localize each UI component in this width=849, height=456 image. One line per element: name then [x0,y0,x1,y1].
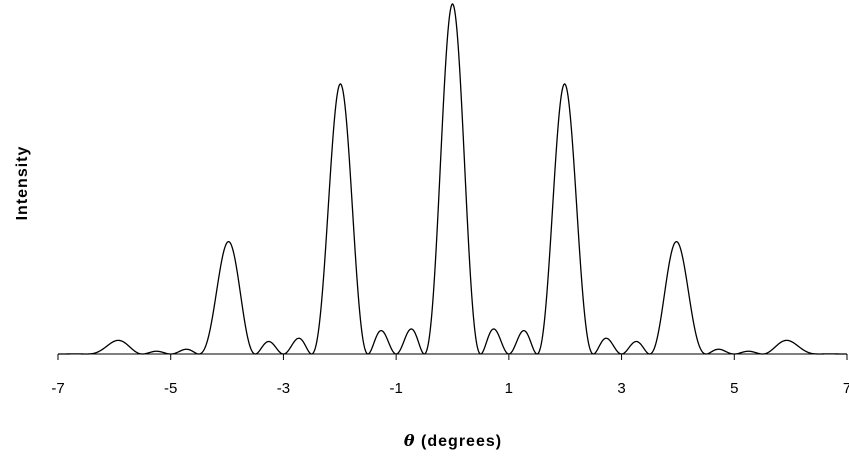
x-tick-label: 5 [730,380,738,397]
x-axis-title-text: (degrees) [416,433,502,450]
x-axis [57,353,848,360]
x-tick-label: -5 [164,380,177,397]
series-intensity-line [58,3,847,355]
x-axis-title-symbol: θ [404,431,416,450]
x-tick-label: 1 [505,380,513,397]
x-tick-label: -3 [277,380,290,397]
y-axis-title: Intensity [14,146,31,221]
x-tick-label: 3 [617,380,625,397]
x-tick-label: 7 [843,380,849,397]
x-axis-title: θ (degrees) [404,431,502,450]
x-tick-label: -1 [389,380,402,397]
x-tick-label: -7 [51,380,64,397]
x-tick-labels: -7 -5 -3 -1 1 3 5 7 [51,380,849,397]
